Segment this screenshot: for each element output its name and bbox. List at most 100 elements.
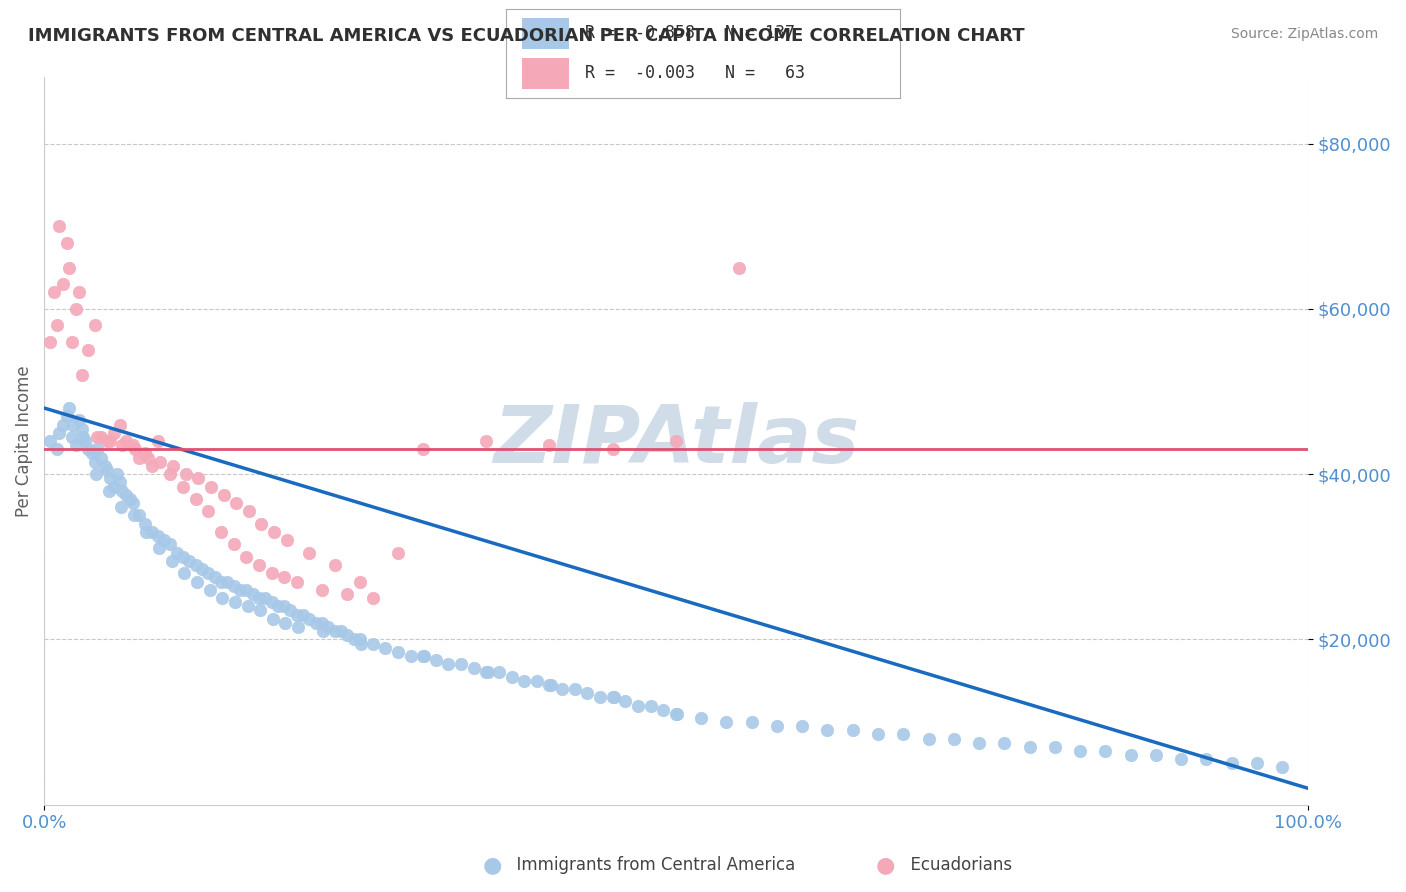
Bar — [522, 58, 569, 89]
Point — [52, 417, 75, 432]
Point — [1018, 739, 1040, 754]
Point — [292, 607, 315, 622]
Point — [263, 524, 285, 539]
Point — [197, 504, 219, 518]
Point — [564, 681, 586, 696]
Point — [262, 612, 284, 626]
Point — [209, 574, 232, 589]
Point — [917, 731, 939, 746]
Point — [212, 488, 235, 502]
Point — [477, 665, 499, 680]
Point — [540, 678, 562, 692]
Point — [159, 467, 181, 482]
Point — [166, 546, 188, 560]
Point — [551, 681, 574, 696]
Text: IMMIGRANTS FROM CENTRAL AMERICA VS ECUADORIAN PER CAPITA INCOME CORRELATION CHAR: IMMIGRANTS FROM CENTRAL AMERICA VS ECUAD… — [28, 27, 1025, 45]
Point — [967, 736, 990, 750]
Point — [172, 549, 194, 564]
Text: Ecuadorians: Ecuadorians — [900, 856, 1012, 874]
Point — [273, 599, 295, 614]
Point — [841, 723, 863, 738]
Point — [425, 653, 447, 667]
Point — [146, 529, 169, 543]
Point — [98, 471, 121, 485]
Point — [58, 260, 80, 275]
Point — [141, 524, 163, 539]
Point — [44, 285, 66, 300]
Point — [115, 434, 138, 448]
Point — [336, 628, 359, 642]
Point — [1195, 752, 1218, 766]
Text: R =  -0.003   N =   63: R = -0.003 N = 63 — [585, 64, 804, 82]
Point — [225, 496, 247, 510]
Point — [200, 479, 222, 493]
Point — [361, 636, 384, 650]
Point — [110, 500, 132, 515]
Point — [274, 615, 297, 630]
Point — [118, 491, 141, 506]
Point — [134, 516, 156, 531]
Point — [238, 504, 260, 518]
Point — [526, 673, 548, 688]
Point — [254, 591, 277, 605]
Point — [614, 694, 637, 708]
Point — [90, 450, 112, 465]
Point — [716, 714, 738, 729]
Point — [728, 260, 751, 275]
Point — [349, 632, 371, 647]
Point — [330, 624, 353, 639]
Point — [1069, 744, 1091, 758]
Point — [77, 343, 100, 358]
Point — [222, 537, 245, 551]
Point — [86, 442, 108, 457]
Point — [65, 438, 87, 452]
Point — [224, 595, 246, 609]
Point — [349, 574, 371, 589]
Point — [58, 401, 80, 415]
Point — [665, 434, 688, 448]
Point — [62, 417, 84, 432]
Point — [56, 235, 79, 250]
Point — [792, 719, 814, 733]
Point — [690, 711, 713, 725]
Point — [285, 574, 308, 589]
Point — [136, 450, 159, 465]
Point — [184, 491, 207, 506]
Point — [374, 640, 396, 655]
Point — [242, 587, 264, 601]
Point — [235, 549, 257, 564]
Point — [121, 438, 143, 452]
Point — [250, 516, 273, 531]
Point — [39, 334, 62, 349]
Point — [361, 591, 384, 605]
Point — [141, 458, 163, 473]
Point — [173, 566, 195, 581]
Point — [280, 603, 302, 617]
Point — [1220, 756, 1243, 771]
Point — [197, 566, 219, 581]
Point — [172, 479, 194, 493]
Point — [96, 434, 118, 448]
Point — [602, 442, 624, 457]
Point — [343, 632, 366, 647]
Bar — [522, 18, 569, 49]
Point — [501, 670, 523, 684]
Point — [450, 657, 472, 672]
Text: ZIPAtlas: ZIPAtlas — [492, 402, 859, 480]
Point — [993, 736, 1015, 750]
Point — [86, 430, 108, 444]
Point — [603, 690, 626, 705]
Point — [413, 648, 436, 663]
Point — [665, 706, 688, 721]
Text: R =  -0.858   N = 137: R = -0.858 N = 137 — [585, 24, 794, 42]
Point — [323, 624, 346, 639]
Text: Immigrants from Central America: Immigrants from Central America — [506, 856, 796, 874]
Point — [97, 483, 120, 498]
Point — [318, 620, 340, 634]
Point — [249, 603, 271, 617]
Point — [666, 706, 689, 721]
Point — [267, 599, 290, 614]
Point — [475, 434, 498, 448]
Y-axis label: Per Capita Income: Per Capita Income — [15, 365, 32, 516]
Point — [39, 434, 62, 448]
